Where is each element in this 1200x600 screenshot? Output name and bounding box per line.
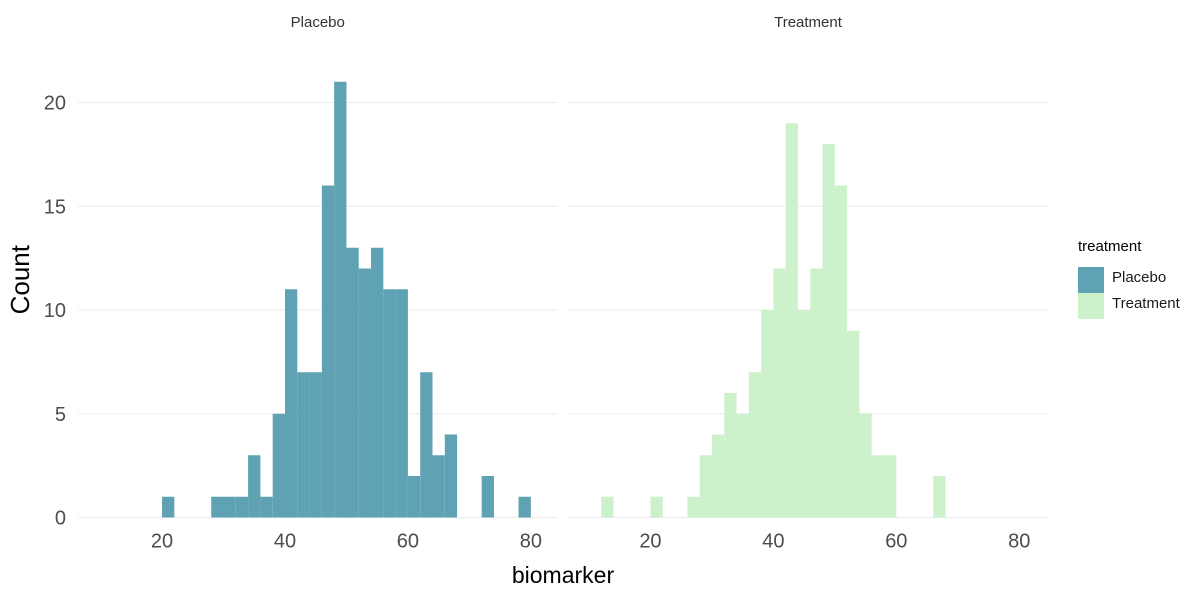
svg-text:10: 10 bbox=[44, 300, 66, 322]
svg-text:80: 80 bbox=[520, 531, 542, 553]
svg-text:80: 80 bbox=[1008, 531, 1030, 553]
svg-text:15: 15 bbox=[44, 196, 66, 218]
svg-text:20: 20 bbox=[44, 93, 66, 115]
svg-text:40: 40 bbox=[274, 531, 296, 553]
svg-text:60: 60 bbox=[885, 531, 907, 553]
svg-text:40: 40 bbox=[762, 531, 784, 553]
svg-text:0: 0 bbox=[55, 508, 66, 530]
svg-text:20: 20 bbox=[151, 531, 173, 553]
svg-text:60: 60 bbox=[397, 531, 419, 553]
svg-text:20: 20 bbox=[639, 531, 661, 553]
svg-text:5: 5 bbox=[55, 404, 66, 426]
